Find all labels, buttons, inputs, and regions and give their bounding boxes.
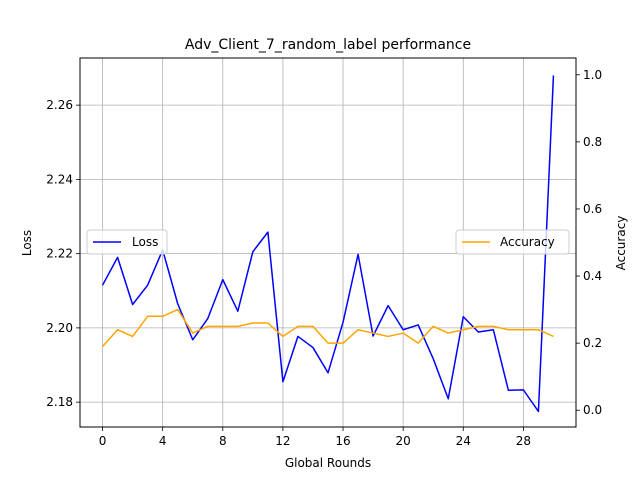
y-right-tick-label: 0.2 xyxy=(583,336,602,350)
y-axis-label-right: Accuracy xyxy=(614,216,628,271)
y-right-tick-label: 1.0 xyxy=(583,68,602,82)
series-line-accuracy xyxy=(101,308,554,347)
x-axis-label: Global Rounds xyxy=(285,456,371,470)
chart-title: Adv_Client_7_random_label performance xyxy=(185,37,471,53)
x-tick-label: 16 xyxy=(335,434,350,448)
y-left-tick-label: 2.26 xyxy=(46,98,73,112)
axis-ticks: 0 4 8 12 16 20 24 28 2.18 2.20 2.22 2.24 2.26 0.0 0.2 0… xyxy=(46,68,602,448)
series-lines xyxy=(101,75,555,413)
y-right-tick-label: 0.6 xyxy=(583,202,602,216)
x-tick-label: 12 xyxy=(275,434,290,448)
x-tick-label: 24 xyxy=(456,434,471,448)
plot-frame xyxy=(79,57,577,428)
y-right-tick-label: 0.8 xyxy=(583,135,602,149)
y-right-tick-label: 0.0 xyxy=(583,403,602,417)
legend-accuracy-label: Accuracy xyxy=(500,235,555,249)
legend-loss-box xyxy=(86,229,168,255)
series-line-loss xyxy=(101,75,555,413)
legend-loss: Loss xyxy=(86,229,168,255)
legend-accuracy: Accuracy xyxy=(455,229,570,255)
legend-loss-label: Loss xyxy=(132,235,158,249)
x-tick-label: 28 xyxy=(516,434,531,448)
y-axis-label-left: Loss xyxy=(20,230,34,256)
y-left-tick-label: 2.24 xyxy=(46,172,73,186)
legend-accuracy-box xyxy=(455,229,570,255)
y-left-tick-label: 2.20 xyxy=(46,321,73,335)
x-tick-label: 20 xyxy=(396,434,411,448)
x-tick-label: 0 xyxy=(99,434,107,448)
x-tick-label: 8 xyxy=(219,434,227,448)
y-left-tick-label: 2.18 xyxy=(46,395,73,409)
x-tick-label: 4 xyxy=(159,434,167,448)
y-left-tick-label: 2.22 xyxy=(46,247,73,261)
y-right-tick-label: 0.4 xyxy=(583,269,602,283)
